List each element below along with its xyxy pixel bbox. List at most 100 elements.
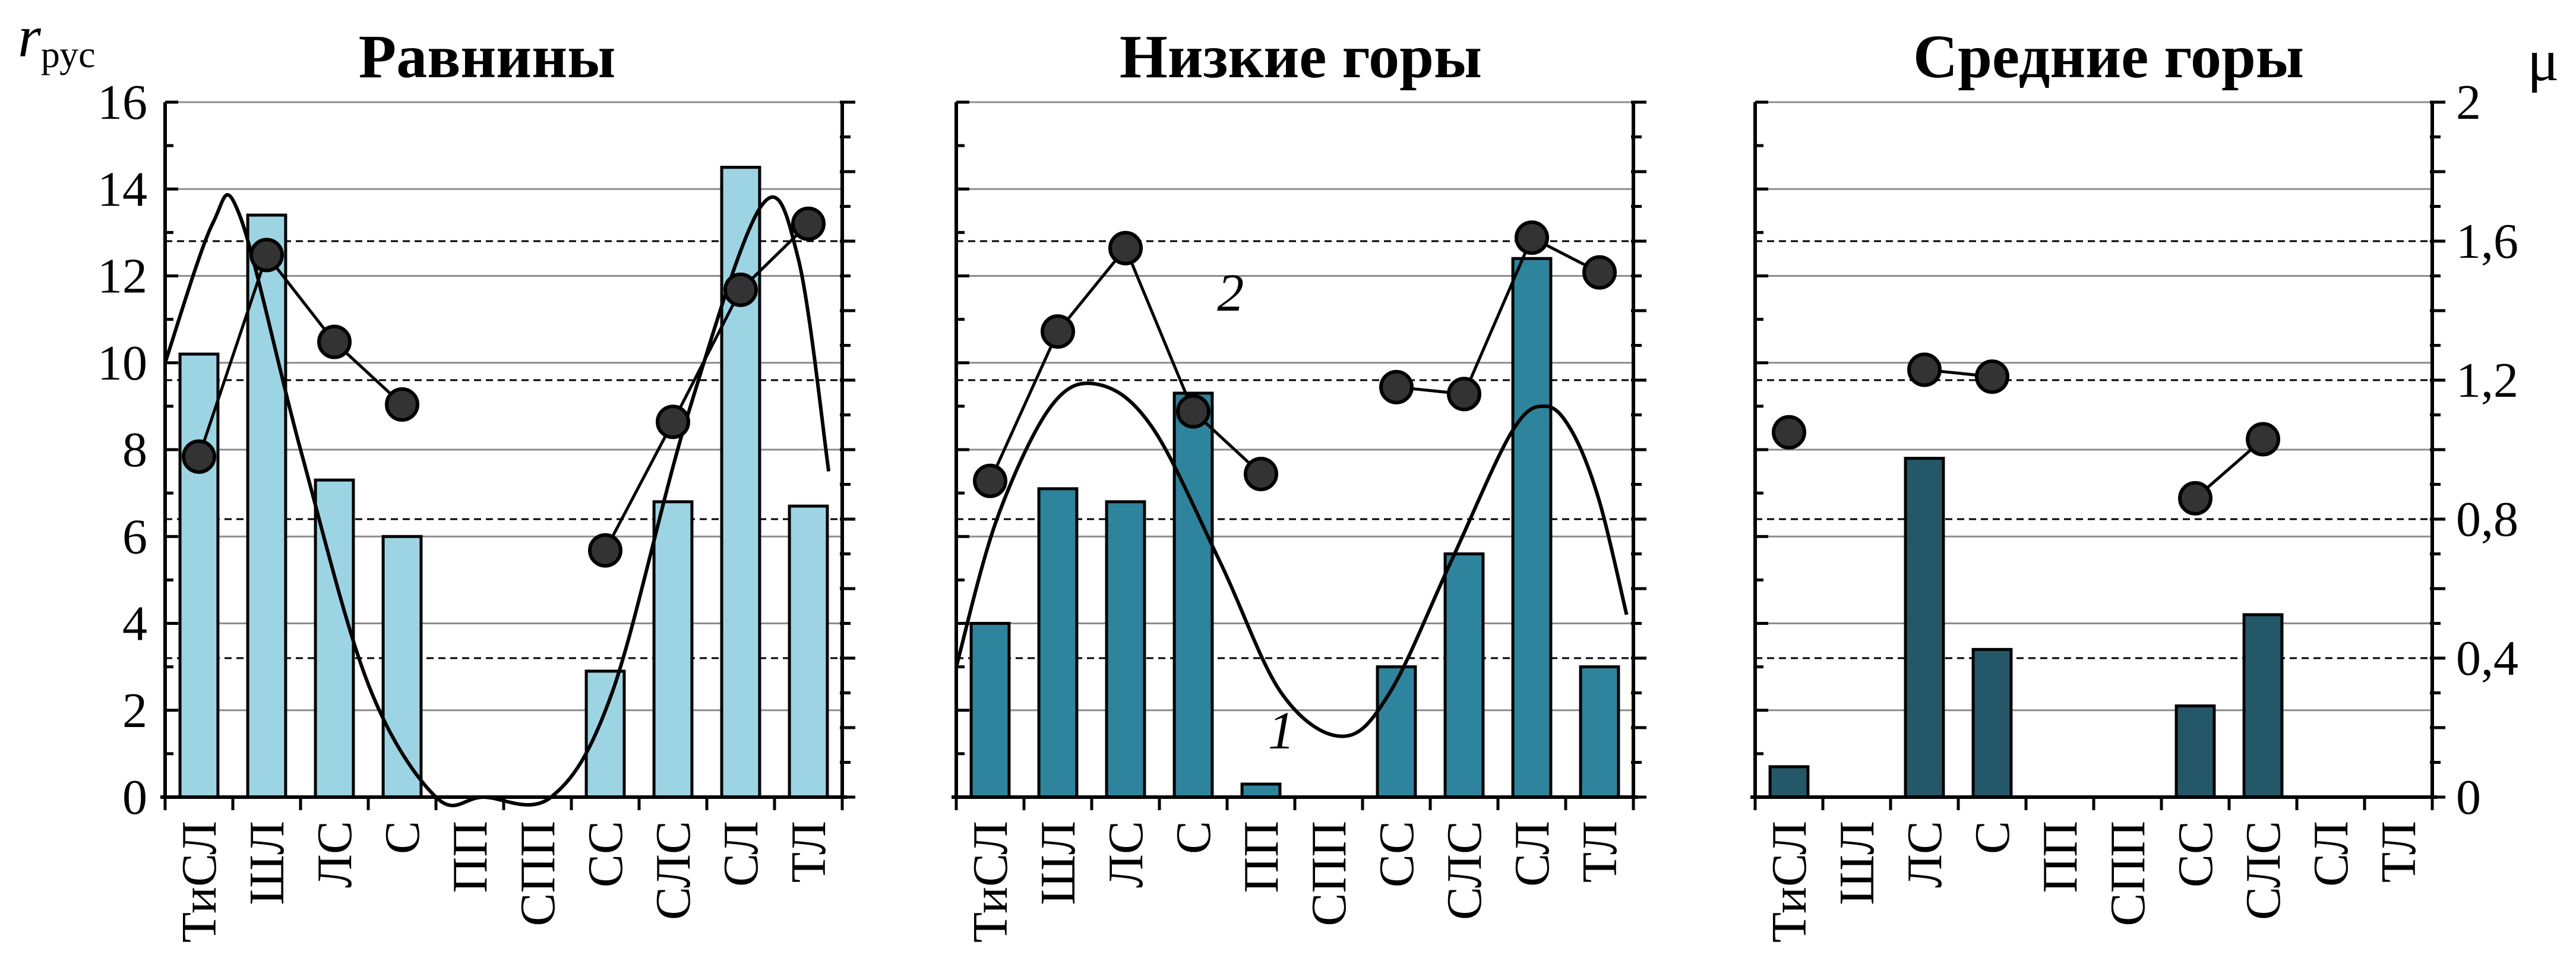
mu-connector	[671, 289, 742, 423]
category-label: ПП	[442, 821, 498, 893]
chart-title: Низкие горы	[1120, 23, 1482, 91]
bar-ШЛ	[1037, 487, 1079, 799]
category-label: СЛ	[2303, 821, 2359, 887]
y-tick-label: 12	[97, 249, 147, 304]
category-label: СС	[2168, 821, 2223, 887]
category-label: СЛ	[1504, 821, 1560, 887]
y2-tick-label: 2	[2456, 75, 2481, 130]
mu-point-ТЛ	[1582, 255, 1617, 290]
mu-point-С	[385, 387, 419, 422]
bar-ШЛ	[246, 213, 287, 799]
chart-title: Средние горы	[1913, 23, 2304, 91]
category-label: СПП	[1301, 821, 1357, 926]
category-label: ПП	[1234, 821, 1289, 893]
bar-ПП	[1240, 782, 1282, 799]
mu-point-СЛ	[723, 272, 758, 307]
y-tick-label: 14	[97, 162, 147, 217]
mu-point-ТЛ	[791, 206, 826, 241]
bar-С	[1971, 647, 2013, 799]
curve-annotation: 1	[1268, 701, 1295, 760]
trend-curve	[954, 381, 1629, 738]
category-label: ТиСЛ	[963, 821, 1018, 943]
y-tick-label: 0	[122, 770, 147, 825]
mu-point-ЛС	[317, 324, 352, 359]
bar-СЛС	[652, 500, 694, 799]
mu-point-С	[1176, 394, 1210, 429]
mu-point-ТиСЛ	[973, 463, 1007, 498]
mu-point-СС	[1379, 369, 1414, 405]
bar-СЛ	[720, 166, 761, 799]
y-tick-label: 10	[97, 336, 147, 391]
category-label: С	[375, 821, 430, 854]
bar-СЛ	[1511, 257, 1553, 799]
mu-point-ПП	[1244, 456, 1278, 491]
y-left-axis-label: rрус	[18, 4, 95, 75]
bar-СЛС	[2242, 613, 2284, 799]
category-label: СЛ	[713, 821, 769, 887]
bar-ТиСЛ	[969, 622, 1011, 799]
bar-СС	[584, 669, 626, 799]
bar-ТЛ	[1579, 665, 1620, 799]
bar-ЛС	[1105, 500, 1146, 799]
bar-ТиСЛ	[178, 352, 220, 799]
category-label: ШЛ	[239, 821, 295, 905]
category-label: С	[1965, 821, 2020, 854]
trend-curve	[163, 192, 831, 807]
mu-point-ТиСЛ	[182, 439, 216, 474]
bar-С	[1172, 391, 1214, 799]
mu-connector	[1462, 237, 1534, 395]
category-label: СЛС	[2236, 821, 2291, 920]
mu-connector	[603, 421, 675, 551]
y2-tick-label: 0,8	[2456, 492, 2518, 547]
mu-connector	[197, 254, 268, 457]
category-label: СЛС	[646, 821, 701, 920]
mu-point-СС	[2178, 481, 2212, 516]
y-tick-label: 16	[97, 75, 147, 130]
bar-ТиСЛ	[1768, 765, 1810, 799]
category-label: ТЛ	[781, 821, 836, 883]
category-label: ТиСЛ	[172, 821, 227, 943]
mu-point-СС	[588, 533, 622, 568]
mu-point-СЛ	[1515, 220, 1549, 255]
mu-connector	[265, 254, 336, 343]
category-label: ШЛ	[1031, 821, 1086, 905]
mu-point-ЛС	[1907, 352, 1942, 387]
bar-С	[381, 535, 423, 799]
y-tick-label: 8	[122, 422, 147, 478]
mu-connector	[1057, 247, 1127, 333]
mu-point-СЛС	[2246, 422, 2280, 457]
mu-point-С	[1975, 359, 2009, 394]
category-label: ТЛ	[2371, 821, 2426, 883]
mu-point-СЛС	[656, 405, 690, 440]
y-tick-label: 4	[122, 596, 147, 652]
category-label: ПП	[2033, 821, 2088, 893]
category-label: ЛС	[307, 821, 362, 888]
bar-СС	[1376, 665, 1417, 799]
category-label: ТЛ	[1572, 821, 1627, 883]
curve-annotation: 2	[1217, 264, 1244, 323]
y-left-axis-label-sub: рус	[41, 33, 96, 75]
bar-СЛС	[1443, 552, 1485, 799]
bar-ЛС	[1904, 457, 1945, 799]
category-label: ТиСЛ	[1762, 821, 1817, 943]
mu-point-ЛС	[1108, 230, 1143, 266]
category-label: СС	[578, 821, 633, 887]
category-label: СПП	[510, 821, 565, 926]
y2-tick-label: 0	[2456, 770, 2481, 825]
category-label: СС	[1369, 821, 1424, 887]
mu-point-ТиСЛ	[1772, 415, 1806, 450]
category-label: ЛС	[1897, 821, 1952, 888]
y2-tick-label: 1,6	[2456, 214, 2518, 269]
bar-ТЛ	[788, 504, 829, 799]
y-tick-label: 6	[122, 509, 147, 564]
mu-point-ШЛ	[249, 238, 284, 273]
mu-connector	[988, 331, 1060, 482]
y-left-axis-label-main: r	[18, 4, 42, 69]
y2-tick-label: 1,2	[2456, 353, 2518, 408]
category-label: СЛС	[1437, 821, 1492, 920]
chart-title: Равнины	[359, 23, 616, 91]
